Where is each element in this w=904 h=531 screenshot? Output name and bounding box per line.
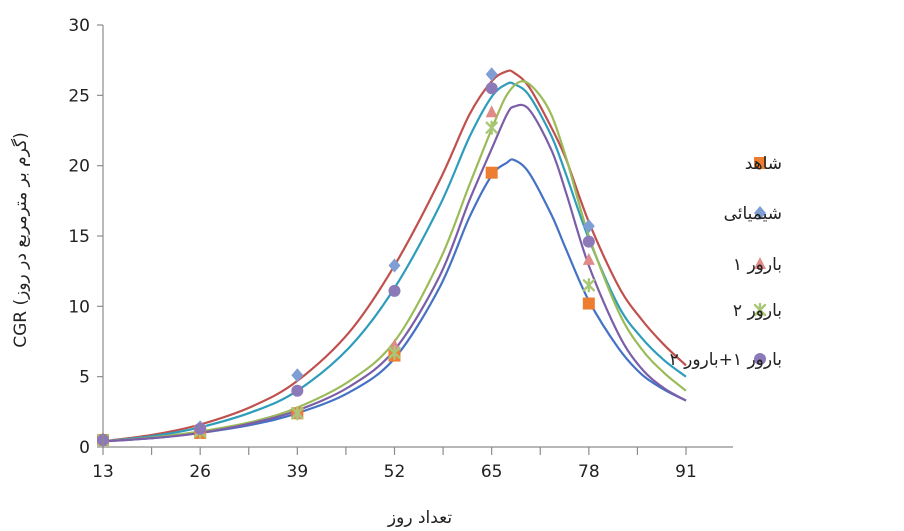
legend-marker (754, 353, 766, 365)
legend-marker (754, 206, 766, 220)
y-tick-label: 15 (68, 227, 90, 247)
y-tick-label: 20 (68, 157, 90, 177)
data-point (291, 384, 304, 397)
data-point (582, 278, 596, 293)
x-tick-label: 78 (578, 462, 600, 482)
data-point (485, 82, 498, 95)
series-line-4 (102, 80, 687, 443)
plot-area (102, 69, 687, 443)
x-tick-label: 52 (384, 462, 406, 482)
legend-label: بارور ۱ (733, 255, 782, 275)
legend-label: بارور ۲ (733, 301, 782, 321)
data-point (582, 252, 595, 265)
series-line-1 (102, 158, 687, 443)
data-point (388, 345, 401, 360)
data-point (582, 219, 595, 234)
data-point (485, 120, 498, 135)
y-tick-label: 25 (68, 86, 90, 106)
data-point (388, 284, 401, 297)
legend-label: بارور ۱+بارور ۲ (670, 350, 782, 370)
legend-label: شیمیائی (724, 204, 782, 224)
series-line-5 (102, 103, 687, 443)
data-point (388, 258, 401, 273)
y-tick-label: 30 (68, 16, 90, 36)
legend-label: شاهد (745, 154, 782, 174)
data-point (582, 235, 595, 248)
legend: شاهد شیمیائی بارور ۱ بارور ۲ بارور ۱+بارور ۲ (670, 154, 782, 370)
y-tick-label: 0 (79, 438, 90, 458)
legend-marker (754, 157, 766, 169)
data-point (485, 105, 498, 118)
y-tick-label: 10 (68, 297, 90, 317)
legend-marker (753, 302, 767, 318)
data-point (485, 166, 498, 179)
x-tick-label: 39 (287, 462, 309, 482)
data-point (582, 297, 595, 310)
x-axis-title: تعداد روز (387, 508, 452, 528)
x-tick-label: 91 (675, 462, 697, 482)
data-point (194, 422, 207, 435)
data-point (388, 338, 401, 351)
x-tick-label: 65 (481, 462, 503, 482)
y-tick-label: 5 (79, 368, 90, 388)
data-point (485, 67, 498, 82)
data-markers (96, 67, 596, 448)
data-point (291, 406, 304, 421)
series-line-2 (102, 69, 687, 443)
data-point (291, 368, 304, 383)
y-axis-ticks: 0 5 10 15 20 25 30 (68, 16, 103, 458)
y-axis-title: CGR (گرم بر مترمربع در روز) (10, 132, 31, 348)
x-tick-label: 13 (92, 462, 114, 482)
x-axis-ticks: 13 26 39 52 65 78 91 (92, 447, 697, 482)
legend-marker (754, 257, 766, 269)
x-tick-label: 26 (189, 462, 211, 482)
